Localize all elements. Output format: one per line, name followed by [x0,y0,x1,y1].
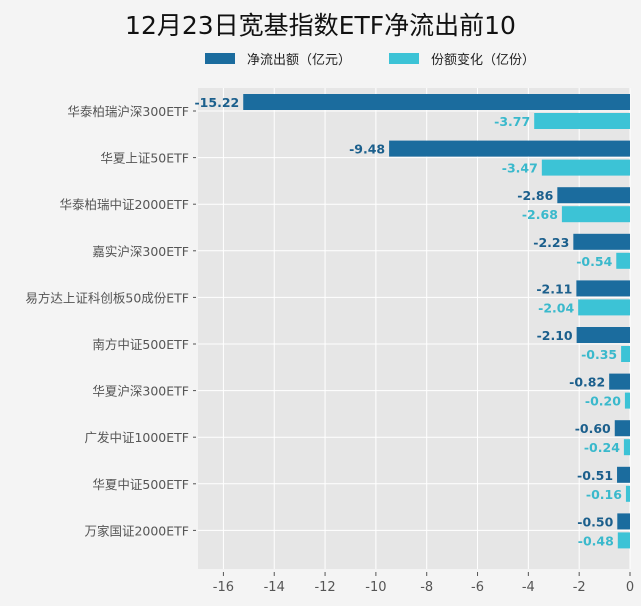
bar-share-change [623,439,630,456]
legend-swatch [389,53,420,64]
data-label: -0.35 [581,347,617,362]
legend-label: 份额变化（亿份） [431,53,536,68]
bar-net-outflow [557,187,630,204]
data-label: -0.82 [569,375,605,390]
bar-share-change [625,485,630,502]
data-label: -2.68 [522,207,558,222]
x-tick-label: -8 [420,580,433,595]
chart-title: 12月23日宽基指数ETF净流出前10 [125,11,516,40]
data-label: -2.10 [537,328,573,343]
bar-share-change [616,252,630,269]
data-label: -2.86 [517,188,553,203]
data-label: -9.48 [349,142,385,157]
legend: 净流出额（亿元） 份额变化（亿份） [205,49,573,68]
bar-share-change [541,159,630,176]
bar-net-outflow [389,140,630,157]
data-label: -0.51 [577,468,613,483]
x-tick-label: -2 [573,580,586,595]
bar-net-outflow [576,280,630,297]
bar-share-change [534,113,630,129]
bar-share-change [617,532,630,549]
data-label: -0.20 [585,394,621,409]
data-label: -3.77 [494,114,530,129]
bar-net-outflow [243,94,630,110]
x-tick-label: -12 [314,580,335,595]
x-tick-label: -6 [471,580,484,595]
data-label: -0.48 [578,533,614,548]
data-label: -0.24 [584,440,620,455]
legend-item-net-outflow: 净流出额（亿元） [205,49,351,68]
legend-swatch [205,53,235,64]
bar-net-outflow [617,513,630,530]
legend-label: 净流出额（亿元） [247,53,352,68]
y-tick-label: 华夏上证50ETF [100,151,189,166]
y-tick-label: 华夏沪深300ETF [92,384,189,399]
data-label: -3.47 [502,161,538,176]
bar-net-outflow [609,373,630,390]
data-label: -15.22 [194,95,239,110]
bar-net-outflow [614,420,630,437]
bar-share-change [561,206,630,223]
data-label: -0.54 [576,254,612,269]
y-tick-label: 南方中证500ETF [92,337,189,352]
bar-net-outflow [573,233,630,250]
y-tick-label: 华夏中证500ETF [92,477,189,492]
bar-net-outflow [576,327,630,343]
data-label: -2.23 [533,235,569,250]
x-tick-label: -14 [264,580,285,595]
data-label: -2.04 [538,300,574,315]
bar-net-outflow [617,466,630,483]
y-tick-label: 广发中证1000ETF [84,430,189,445]
y-tick-label: 华泰柏瑞中证2000ETF [59,197,189,212]
x-tick-label: 0 [626,580,634,595]
legend-item-share-change: 份额变化（亿份） [389,49,535,68]
data-label: -0.60 [575,421,611,436]
x-tick-label: -16 [213,580,234,595]
bar-share-change [624,392,630,409]
data-label: -0.16 [586,487,622,502]
x-tick-label: -4 [522,580,535,595]
x-tick-label: -10 [365,580,386,595]
data-label: -0.50 [577,514,613,529]
y-tick-label: 万家国证2000ETF [84,523,189,538]
bar-share-change [621,346,630,362]
data-label: -2.11 [536,281,572,296]
y-tick-label: 华泰柏瑞沪深300ETF [67,104,189,119]
y-tick-label: 嘉实沪深300ETF [92,244,189,259]
bar-share-change [578,299,630,316]
y-tick-label: 易方达上证科创板50成份ETF [25,290,189,305]
